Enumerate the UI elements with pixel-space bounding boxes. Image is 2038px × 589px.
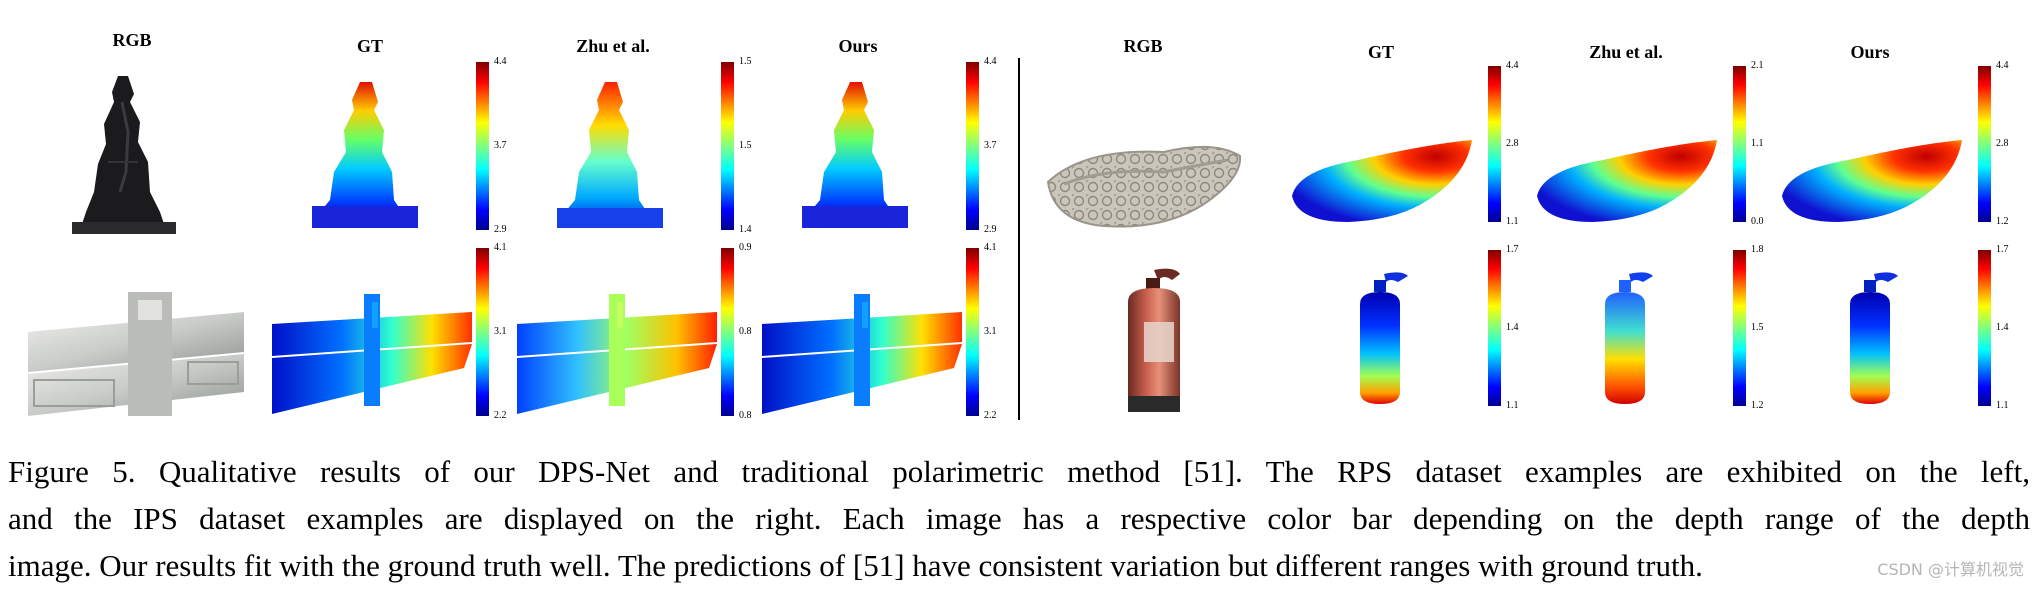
left-row2-gt-colorbar xyxy=(476,248,489,416)
tick-label: 2.9 xyxy=(984,224,997,235)
right-row2-gt-colorbar xyxy=(1488,250,1501,406)
tick-label: 1.7 xyxy=(1506,244,1519,255)
extinguisher-rgb-image xyxy=(1128,268,1180,412)
tick-label: 1.1 xyxy=(1506,400,1519,411)
tick-label: 2.1 xyxy=(1751,60,1764,71)
tick-label: 3.7 xyxy=(494,140,507,151)
railing-depth-ours xyxy=(762,294,962,414)
statue-depth-zhu xyxy=(557,82,663,228)
caption-line-1: Figure 5. Qualitative results of our DPS… xyxy=(8,454,2030,489)
left-row2-ours-colorbar xyxy=(966,248,979,416)
sofa-depth-ours xyxy=(1782,140,1962,222)
tick-label: 3.7 xyxy=(984,140,997,151)
tick-label: 0.8 xyxy=(739,326,752,337)
tick-label: 4.4 xyxy=(1996,60,2009,71)
tick-label: 1.1 xyxy=(1506,216,1519,227)
tick-label: 3.1 xyxy=(984,326,997,337)
tick-label: 0.8 xyxy=(739,410,752,421)
tick-label: 2.9 xyxy=(494,224,507,235)
left-row2-zhu-colorbar xyxy=(721,248,734,416)
tick-label: 1.5 xyxy=(739,140,752,151)
tick-label: 1.4 xyxy=(739,224,752,235)
tick-label: 1.8 xyxy=(1751,244,1764,255)
tick-label: 2.8 xyxy=(1506,138,1519,149)
left-header-rgb: RGB xyxy=(112,30,152,50)
railing-depth-gt xyxy=(272,294,472,414)
tick-label: 4.4 xyxy=(1506,60,1519,71)
tick-label: 1.2 xyxy=(1751,400,1764,411)
tick-label: 1.2 xyxy=(1996,216,2009,227)
sofa-depth-gt xyxy=(1292,140,1472,222)
statue-depth-gt xyxy=(312,82,418,228)
right-row1-gt-colorbar xyxy=(1488,66,1501,222)
figure-caption: Figure 5. Qualitative results of our DPS… xyxy=(8,448,2030,589)
caption-line-3: image. Our results fit with the ground t… xyxy=(8,548,1703,583)
tick-label: 1.4 xyxy=(1506,322,1519,333)
left-row1-ours-colorbar xyxy=(966,62,979,230)
tick-label: 0.9 xyxy=(739,242,752,253)
tick-label: 1.5 xyxy=(739,56,752,67)
watermark: CSDN @计算机视觉 xyxy=(1877,560,2024,579)
sofa-depth-zhu xyxy=(1537,140,1717,222)
right-row1-ours-colorbar xyxy=(1978,66,1991,222)
right-row1-zhu-colorbar xyxy=(1733,66,1746,222)
tick-label: 4.1 xyxy=(984,242,997,253)
tick-label: 1.7 xyxy=(1996,244,2009,255)
extinguisher-depth-ours xyxy=(1850,272,1898,404)
tick-label: 4.1 xyxy=(494,242,507,253)
tick-label: 4.4 xyxy=(984,56,997,67)
caption-line-2: and the IPS dataset examples are display… xyxy=(8,501,2030,536)
left-header-gt: GT xyxy=(356,36,383,56)
tick-label: 2.2 xyxy=(494,410,507,421)
tick-label: 1.1 xyxy=(1996,400,2009,411)
left-row1-gt-colorbar xyxy=(476,62,489,230)
right-row2-ours-colorbar xyxy=(1978,250,1991,406)
tick-label: 4.4 xyxy=(494,56,507,67)
right-header-rgb: RGB xyxy=(1123,36,1163,56)
left-header-ours: Ours xyxy=(838,36,878,56)
tick-label: 1.4 xyxy=(1996,322,2009,333)
tick-label: 2.2 xyxy=(984,410,997,421)
sofa-rgb-image xyxy=(1046,145,1242,228)
tick-label: 1.5 xyxy=(1751,322,1764,333)
right-header-ours: Ours xyxy=(1850,42,1890,62)
right-header-zhu: Zhu et al. xyxy=(1589,42,1663,62)
left-row1-zhu-colorbar xyxy=(721,62,734,230)
tick-label: 1.1 xyxy=(1751,138,1764,149)
right-header-gt: GT xyxy=(1367,42,1394,62)
tick-label: 0.0 xyxy=(1751,216,1764,227)
tick-label: 2.8 xyxy=(1996,138,2009,149)
panel-divider xyxy=(1018,58,1020,420)
right-row2-zhu-colorbar xyxy=(1733,250,1746,406)
railing-depth-zhu xyxy=(517,294,717,414)
statue-depth-ours xyxy=(802,82,908,228)
tick-label: 3.1 xyxy=(494,326,507,337)
railing-rgb-image xyxy=(28,292,244,416)
extinguisher-depth-gt xyxy=(1360,272,1408,404)
statue-rgb-image xyxy=(72,76,176,234)
left-header-zhu: Zhu et al. xyxy=(576,36,650,56)
extinguisher-depth-zhu xyxy=(1605,272,1653,404)
